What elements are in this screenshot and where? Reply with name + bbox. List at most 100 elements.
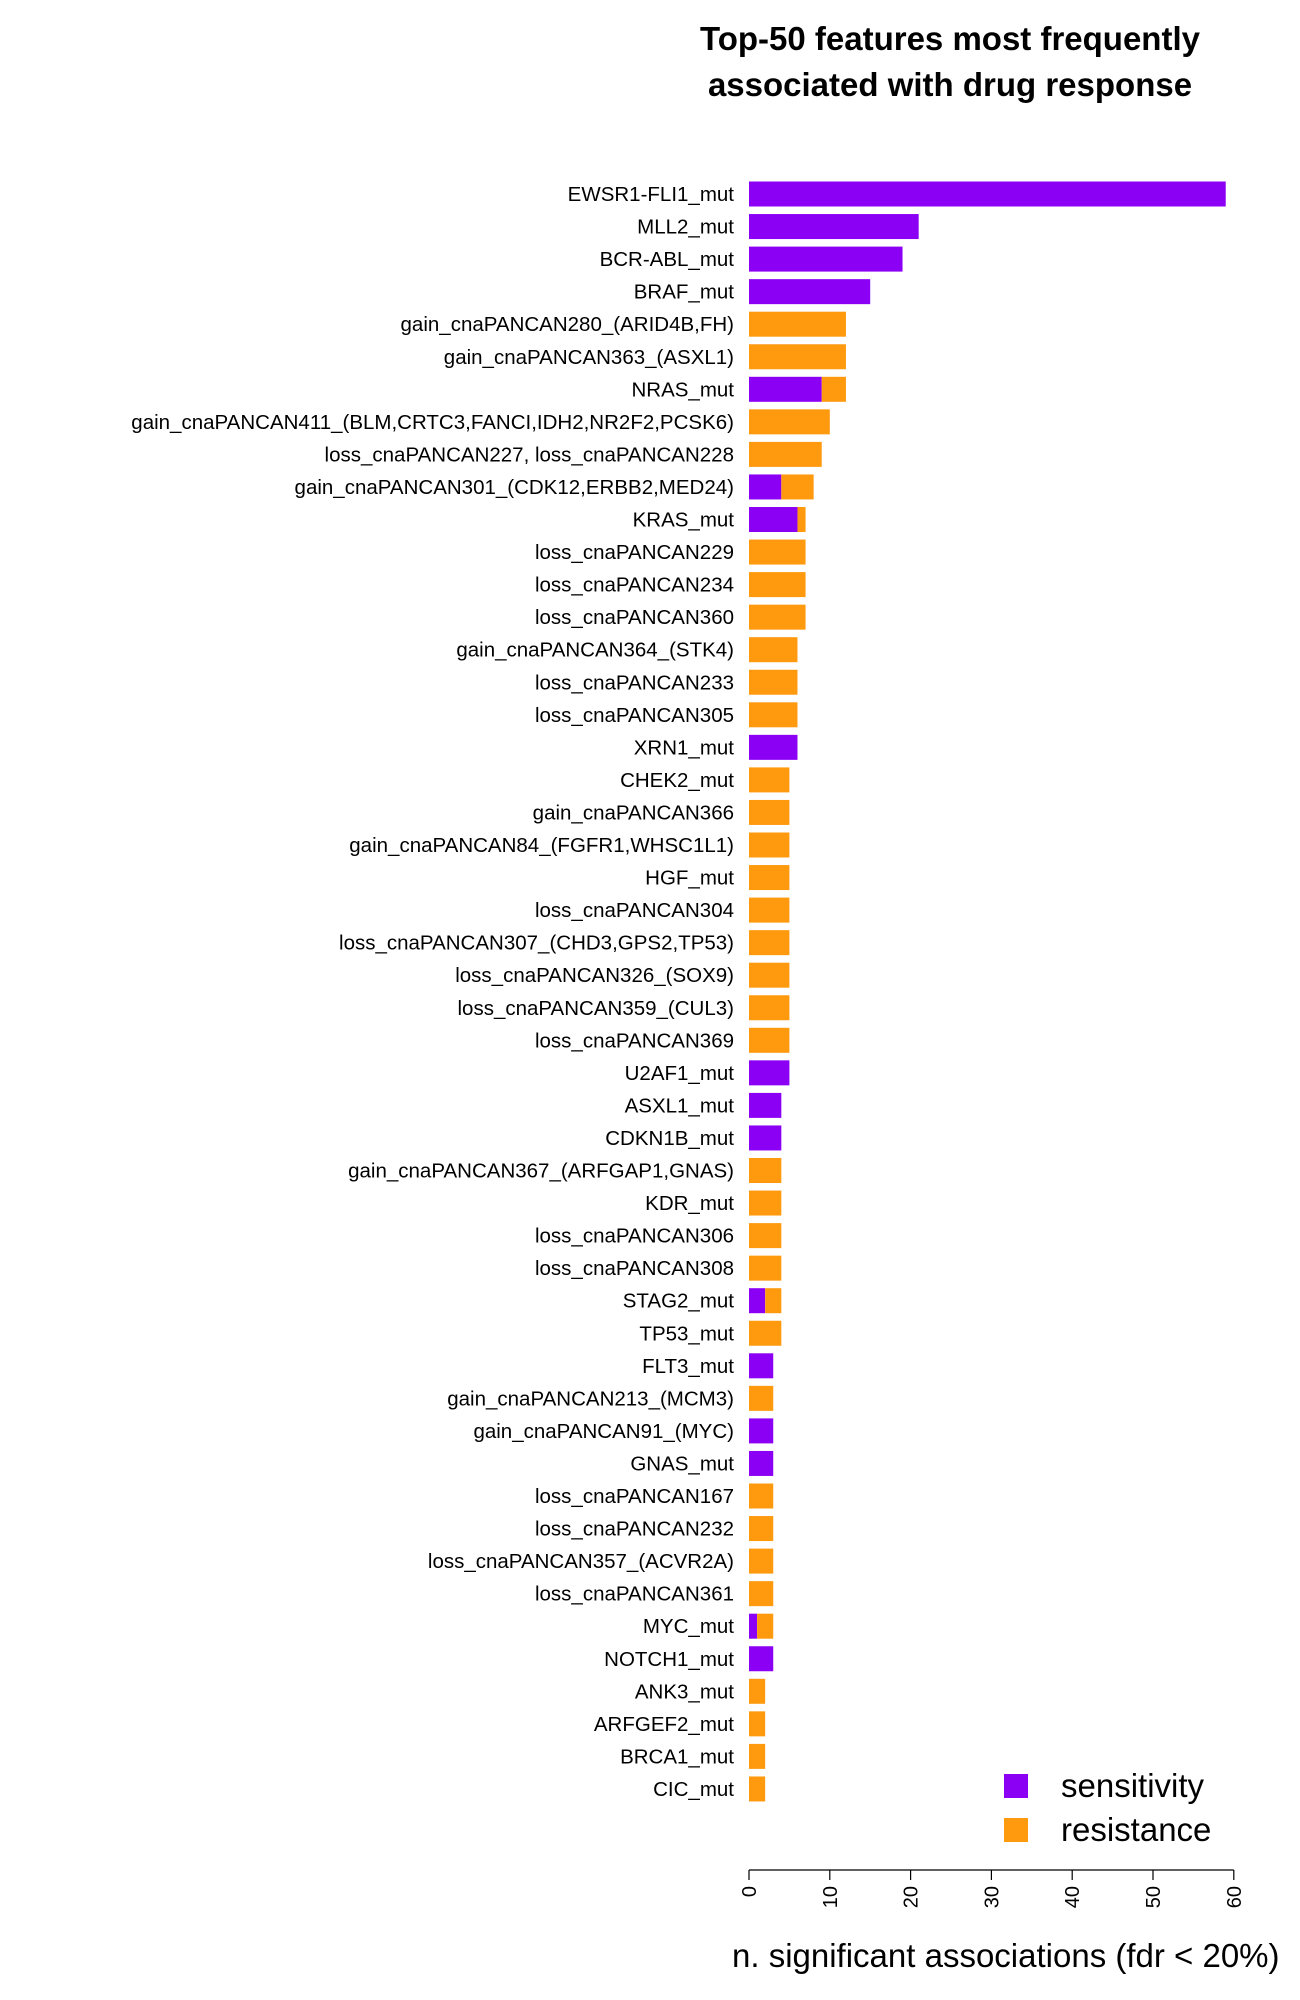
category-label: CIC_mut [653,1778,734,1801]
bar-resistance [749,1027,790,1053]
category-label: loss_cnaPANCAN307_(CHD3,GPS2,TP53) [339,932,734,955]
bar-resistance [749,409,830,435]
category-label: gain_cnaPANCAN91_(MYC) [473,1420,734,1443]
bar-resistance [749,1223,782,1249]
bar-resistance [749,441,822,467]
x-tick-label: 20 [901,1886,923,1908]
bar-sensitivity [749,1288,766,1314]
bar-resistance [781,474,814,500]
category-label: loss_cnaPANCAN232 [535,1518,734,1541]
bar-resistance [765,1288,782,1314]
category-label: BCR-ABL_mut [600,248,735,271]
x-tick-label: 40 [1062,1886,1084,1908]
category-label: BRAF_mut [634,281,735,304]
category-label: CHEK2_mut [620,769,734,792]
category-label: loss_cnaPANCAN326_(SOX9) [455,964,734,987]
category-label: ARFGEF2_mut [594,1713,734,1736]
bar-sensitivity [749,507,798,532]
category-label: gain_cnaPANCAN301_(CDK12,ERBB2,MED24) [295,476,734,499]
bar-resistance [749,1581,774,1607]
bar-resistance [821,376,846,402]
x-tick-label: 0 [739,1886,761,1897]
bar-sensitivity [749,1092,782,1118]
category-label: MLL2_mut [637,216,734,239]
bar-sensitivity [749,181,1226,207]
category-label: EWSR1-FLI1_mut [568,183,735,206]
category-label: U2AF1_mut [625,1062,735,1085]
category-label: KRAS_mut [633,509,735,532]
bar-resistance [749,1255,782,1281]
category-label: gain_cnaPANCAN213_(MCM3) [447,1387,734,1410]
bar-sensitivity [749,1060,790,1086]
category-label: loss_cnaPANCAN357_(ACVR2A) [428,1550,734,1573]
category-label: STAG2_mut [623,1290,735,1313]
bar-resistance [749,1743,766,1769]
category-label: loss_cnaPANCAN227, loss_cnaPANCAN228 [325,443,734,466]
category-label: gain_cnaPANCAN411_(BLM,CRTC3,FANCI,IDH2,… [131,411,734,434]
bar-resistance [749,799,790,825]
category-label: loss_cnaPANCAN369 [535,1029,734,1052]
bar-resistance [757,1613,774,1639]
chart-title-line-1: Top-50 features most frequently [700,20,1200,57]
bar-resistance [749,767,790,793]
category-label: loss_cnaPANCAN167 [535,1485,734,1508]
bar-resistance [749,572,806,598]
bar-resistance [749,669,798,695]
category-label: loss_cnaPANCAN359_(CUL3) [458,997,735,1020]
bar-resistance [749,1516,774,1542]
bar-sensitivity [749,1450,774,1476]
bar-resistance [749,1190,782,1216]
bar-resistance [749,1158,782,1183]
bar-resistance [749,865,790,891]
bar-resistance [749,637,798,663]
category-label: ASXL1_mut [625,1094,735,1117]
bar-sensitivity [749,376,822,402]
category-label: FLT3_mut [642,1355,734,1378]
x-tick-label: 30 [981,1886,1003,1908]
category-label: loss_cnaPANCAN229 [535,541,734,564]
bar-resistance [749,702,798,728]
legend-label-sensitivity: sensitivity [1061,1767,1205,1804]
bar-resistance [749,539,806,565]
legend-swatch-resistance [1004,1818,1028,1842]
category-label: loss_cnaPANCAN308 [535,1257,734,1280]
bar-sensitivity [749,734,798,760]
bar-sensitivity [749,214,919,240]
bar-resistance [749,1711,766,1737]
x-tick-label: 60 [1224,1886,1246,1908]
category-label: loss_cnaPANCAN306 [535,1225,734,1248]
category-label: gain_cnaPANCAN366 [533,801,734,824]
category-label: gain_cnaPANCAN363_(ASXL1) [444,346,734,369]
category-label: gain_cnaPANCAN84_(FGFR1,WHSC1L1) [349,834,734,857]
bar-resistance [749,832,790,858]
category-label: ANK3_mut [635,1680,734,1703]
bar-sensitivity [749,1418,774,1444]
bar-resistance [749,1678,766,1704]
bar-resistance [749,995,790,1021]
bar-resistance [749,604,806,630]
bar-resistance [749,344,846,370]
category-label: loss_cnaPANCAN361 [535,1583,734,1606]
bar-sensitivity [749,1353,774,1379]
x-axis-title: n. significant associations (fdr < 20%) [732,1937,1280,1974]
bar-sensitivity [749,474,782,500]
category-label: gain_cnaPANCAN280_(ARID4B,FH) [401,313,734,336]
category-label: MYC_mut [643,1615,734,1638]
chart-title-line-2: associated with drug response [707,66,1193,103]
legend-swatch-sensitivity [1004,1774,1028,1798]
category-label: NRAS_mut [631,378,734,401]
bar-sensitivity [749,279,871,305]
category-label: CDKN1B_mut [605,1127,734,1150]
bar-sensitivity [749,246,903,272]
category-label: loss_cnaPANCAN304 [535,899,734,922]
bar-resistance [749,1548,774,1574]
category-label: gain_cnaPANCAN367_(ARFGAP1,GNAS) [348,1160,734,1183]
category-label: TP53_mut [639,1322,734,1345]
bar-sensitivity [749,1646,774,1672]
chart-title: Top-50 features most frequently associat… [640,16,1260,108]
category-label: gain_cnaPANCAN364_(STK4) [456,639,734,662]
x-tick-label: 10 [820,1886,842,1908]
bar-resistance [749,1385,774,1411]
bar-resistance [749,1320,782,1346]
